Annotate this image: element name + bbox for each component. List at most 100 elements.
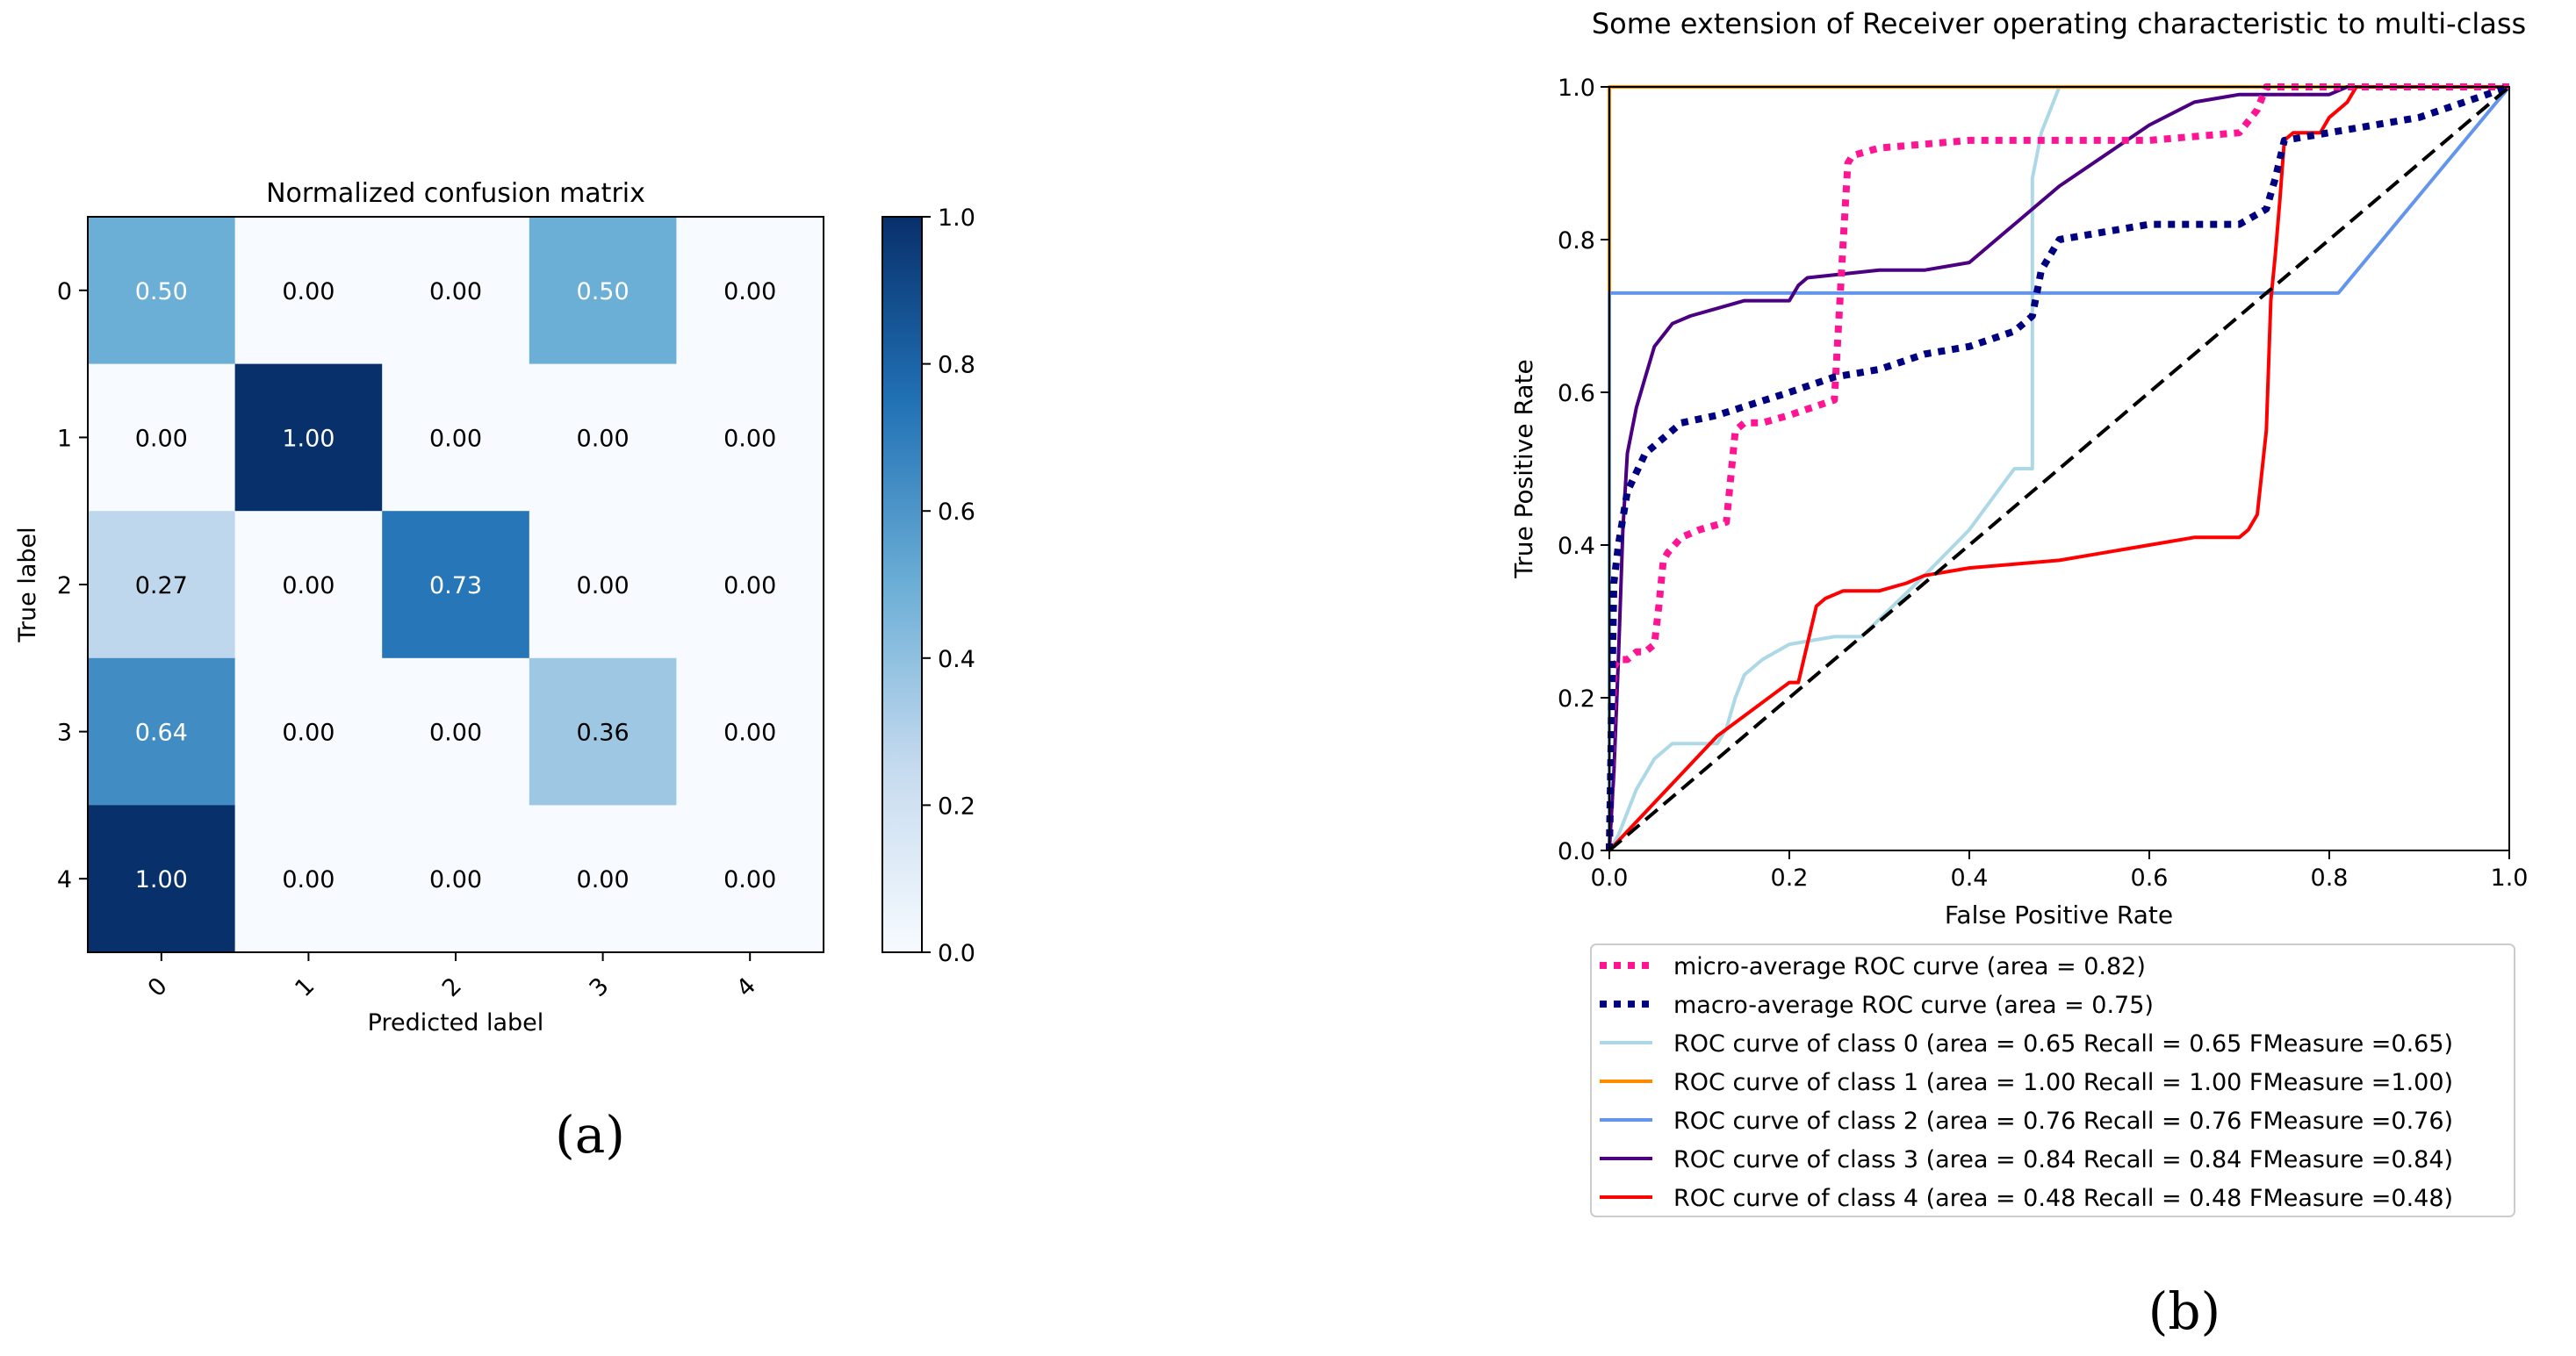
roc-xtick-label: 0.6 xyxy=(2131,865,2169,892)
cm-cell-label: 0.00 xyxy=(723,572,776,599)
cm-xtick-label: 4 xyxy=(731,972,761,1002)
cm-cell xyxy=(382,511,530,659)
roc-frame xyxy=(1608,86,2510,851)
colorbar-tick-label: 1.0 xyxy=(938,204,975,232)
cm-cell xyxy=(382,217,530,365)
roc-xtick-label: 0.8 xyxy=(2311,865,2349,892)
cm-cell-label: 0.00 xyxy=(282,866,335,893)
roc-ytick-label: 0.2 xyxy=(1558,685,1595,713)
roc-xtick-label: 0.0 xyxy=(1591,865,1629,892)
cm-ylabel: True label xyxy=(14,527,41,642)
cm-cell-label: 0.00 xyxy=(282,278,335,305)
cm-cells: 0.50 0.00 0.00 0.50 0.00 0.00 1.00 0.00 0.00 0.00… xyxy=(88,217,824,953)
cm-cell-label: 0.00 xyxy=(723,866,776,893)
cm-cell xyxy=(529,217,677,365)
cm-cell-label: 0.50 xyxy=(577,278,630,305)
roc-legend-box xyxy=(1590,943,2515,1217)
legend-entry: micro-average ROC curve (area = 0.82) xyxy=(1673,953,2146,980)
cm-cell xyxy=(234,805,383,953)
roc-ylabel: True Positive Rate xyxy=(1509,359,1538,578)
roc-title: Some extension of Receiver operating cha… xyxy=(1592,7,2526,40)
cm-cell xyxy=(676,657,824,806)
cm-cell xyxy=(88,657,236,806)
cm-cell-label: 1.00 xyxy=(135,866,188,893)
cm-cell xyxy=(88,217,236,365)
cm-ytick-label: 4 xyxy=(57,866,72,893)
cm-cell xyxy=(234,511,383,659)
cm-cell-label: 0.00 xyxy=(723,425,776,452)
cm-cell xyxy=(88,805,236,953)
roc-ticks: 0.0 0.2 0.4 0.6 0.8 1.0 0.0 0.2 0.4 0.6 0.8 1.0 xyxy=(1558,75,2528,892)
cm-cell-label: 0.27 xyxy=(135,572,188,599)
cm-cell-label: 0.00 xyxy=(577,572,630,599)
cm-cell-label: 0.00 xyxy=(577,866,630,893)
confusion-matrix-panel: Normalized confusion matrix 0.50 0.00 0.00… xyxy=(14,178,975,1165)
roc-xtick-label: 1.0 xyxy=(2491,865,2529,892)
cm-xlabel: Predicted label xyxy=(368,1009,544,1037)
colorbar-tick-label: 0.2 xyxy=(938,793,975,820)
cm-cell xyxy=(529,511,677,659)
roc-series-line xyxy=(1608,85,2509,851)
roc-series-line xyxy=(1608,85,2511,852)
roc-ytick-label: 0.4 xyxy=(1558,533,1595,560)
roc-xtick-label: 0.4 xyxy=(1951,865,1989,892)
cm-cell-label: 0.00 xyxy=(577,425,630,452)
cm-cell-label: 0.00 xyxy=(282,720,335,747)
legend-entry: macro-average ROC curve (area = 0.75) xyxy=(1673,992,2154,1019)
cm-cell-label: 0.00 xyxy=(723,278,776,305)
cm-ytick-label: 3 xyxy=(57,720,72,747)
roc-series-line xyxy=(1608,85,2509,852)
cm-cell-label: 0.00 xyxy=(429,278,482,305)
cm-cell-label: 0.64 xyxy=(135,720,188,747)
roc-xtick-label: 0.2 xyxy=(1771,865,1809,892)
roc-xlabel: False Positive Rate xyxy=(1945,900,2173,929)
cm-cell xyxy=(234,217,383,365)
cm-colorbar xyxy=(881,216,923,953)
panel-label-b: (b) xyxy=(2148,1281,2220,1341)
cm-cell-label: 0.00 xyxy=(135,425,188,452)
cm-cell-label: 0.50 xyxy=(135,278,188,305)
cm-cell xyxy=(676,805,824,953)
cm-cell xyxy=(234,363,383,512)
roc-ytick-label: 0.0 xyxy=(1558,838,1595,865)
cm-xtick-label: 0 xyxy=(143,972,173,1002)
cm-cell xyxy=(88,511,236,659)
roc-ytick-label: 1.0 xyxy=(1558,75,1595,102)
cm-xtick-label: 2 xyxy=(437,972,467,1002)
cm-ytick-label: 1 xyxy=(57,425,72,452)
roc-panel: Some extension of Receiver operating cha… xyxy=(1509,7,2528,1341)
cm-cell xyxy=(676,363,824,512)
colorbar-tick-label: 0.0 xyxy=(938,940,975,967)
panel-label-a: (a) xyxy=(555,1105,625,1165)
cm-cell-label: 0.00 xyxy=(429,720,482,747)
cm-cell-label: 0.00 xyxy=(282,572,335,599)
cm-xtick-label: 1 xyxy=(290,972,320,1002)
cm-cell xyxy=(529,657,677,806)
cm-cell-label: 0.00 xyxy=(723,720,776,747)
legend-entry: ROC curve of class 2 (area = 0.76 Recall… xyxy=(1673,1108,2453,1135)
roc-series-line xyxy=(1606,83,2511,851)
legend-entry: ROC curve of class 4 (area = 0.48 Recall… xyxy=(1673,1185,2453,1212)
cm-cell-label: 1.00 xyxy=(282,425,335,452)
cm-cell xyxy=(234,657,383,806)
colorbar-tick-label: 0.4 xyxy=(938,646,975,673)
legend-entry: ROC curve of class 1 (area = 1.00 Recall… xyxy=(1673,1069,2453,1096)
colorbar-tick-label: 0.8 xyxy=(938,352,975,379)
cm-cell xyxy=(382,363,530,512)
cm-xtick-label: 3 xyxy=(584,972,614,1002)
cm-ytick-label: 2 xyxy=(57,572,72,599)
colorbar-tick-label: 0.6 xyxy=(938,499,975,526)
cm-colorbar-ticks: 0.0 0.2 0.4 0.6 0.8 1.0 xyxy=(922,204,975,967)
cm-cell xyxy=(382,805,530,953)
legend-entry: ROC curve of class 0 (area = 0.65 Recall… xyxy=(1673,1030,2453,1058)
cm-cell-label: 0.73 xyxy=(429,572,482,599)
cm-title: Normalized confusion matrix xyxy=(266,178,645,209)
cm-cell xyxy=(529,805,677,953)
roc-ytick-label: 0.8 xyxy=(1558,227,1595,255)
cm-cell xyxy=(676,217,824,365)
cm-cell xyxy=(88,363,236,512)
roc-legend: micro-average ROC curve (area = 0.82) mac… xyxy=(1600,953,2453,1212)
cm-cell-label: 0.00 xyxy=(429,866,482,893)
cm-cell-label: 0.36 xyxy=(577,720,630,747)
cm-cell-label: 0.00 xyxy=(429,425,482,452)
